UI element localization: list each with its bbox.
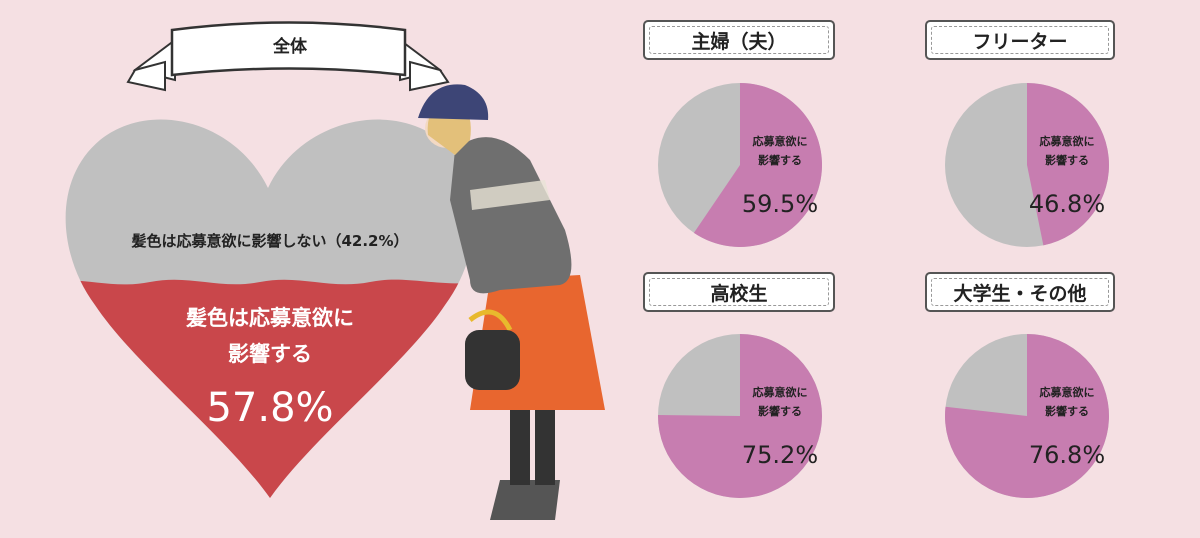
pie-label: 影響する — [758, 405, 802, 418]
pie-label: 応募意欲に — [752, 135, 808, 148]
pie-label: 影響する — [1045, 154, 1089, 167]
pie-title-university: 大学生・その他 — [925, 272, 1115, 312]
heart-yes-label-2: 影響する — [228, 342, 312, 366]
girl-illustration — [418, 84, 605, 520]
heart-no-label: 髪色は応募意欲に影響しない（42.2%） — [131, 232, 409, 250]
pie-label: 46.8% — [1028, 190, 1106, 218]
pie-label: 応募意欲に — [752, 386, 808, 399]
pie-title-freeter: フリーター — [925, 20, 1115, 60]
ribbon-banner — [126, 21, 450, 92]
pie-label: 応募意欲に — [1039, 386, 1095, 399]
pie-label: 59.5% — [741, 190, 819, 218]
pie-title-housewife: 主婦（夫） — [643, 20, 835, 60]
pie-label: 76.8% — [1028, 441, 1106, 469]
pie-charts — [658, 83, 1109, 498]
pie-slice-affects — [1027, 83, 1109, 246]
pie-slice-affects — [658, 334, 822, 498]
pie-slice-affects — [693, 83, 823, 248]
pie-label: 影響する — [758, 154, 802, 167]
pie-label: 応募意欲に — [1039, 135, 1095, 148]
pie-label: 75.2% — [741, 441, 819, 469]
pie-title-highschool: 高校生 — [643, 272, 835, 312]
pie-label: 影響する — [1045, 405, 1089, 418]
heart-yes-label-1: 髪色は応募意欲に — [186, 306, 354, 330]
banner-title: 全体 — [273, 37, 307, 57]
pie-slice-affects — [944, 334, 1109, 498]
heart-yes-value: 57.8% — [206, 385, 334, 431]
